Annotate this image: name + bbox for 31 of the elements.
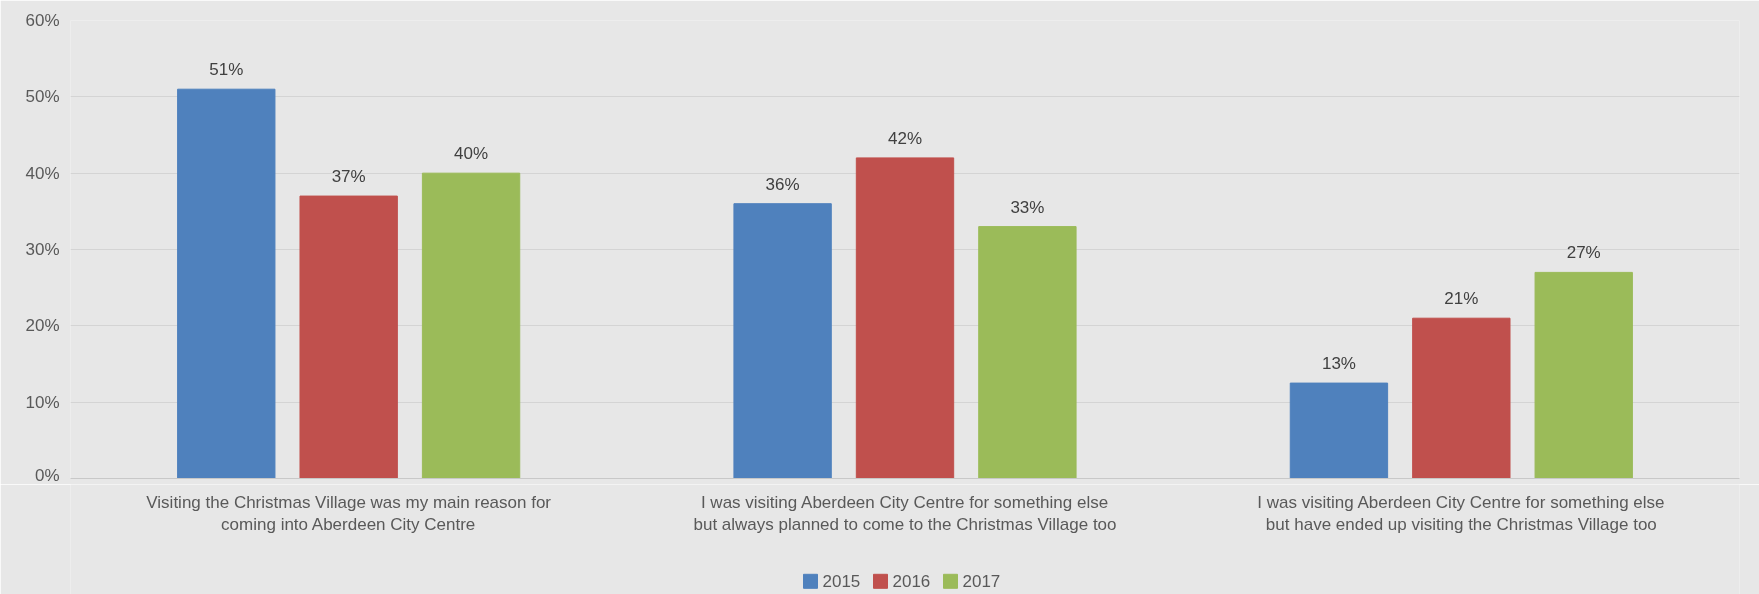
data-label: 33% [1010,197,1045,217]
bar [733,203,832,479]
x-tick-label: I was visiting Aberdeen City Centre for something else but always planned to come to the Christmas Village too [693,493,1117,534]
y-tick-label: 20% [25,316,60,336]
y-tick-label: 50% [25,87,60,107]
data-label: 42% [887,128,923,148]
legend-label: 2016 [892,572,931,592]
data-label: 37% [331,167,366,187]
data-label: 21% [1444,289,1479,309]
data-label: 40% [454,144,489,164]
bar [299,195,398,479]
data-label: 51% [209,60,244,80]
bar [1534,271,1633,479]
y-tick-label: 0% [34,465,60,485]
y-tick-label: 10% [25,392,60,412]
bar [978,226,1077,479]
legend-label: 2015 [822,572,861,592]
legend-label: 2017 [962,572,1001,592]
y-tick-label: 30% [25,240,60,259]
data-label: 13% [1321,354,1356,374]
bar [177,88,276,479]
bar [1412,317,1511,479]
data-label: 27% [1566,243,1601,263]
bar [421,172,521,479]
y-tick-label: 60% [25,11,60,30]
data-label: 36% [765,174,800,194]
x-tick-label: Visiting the Christmas Village was my main reason for coming into Aberdeen City Centre [146,493,552,534]
bar [855,157,955,479]
y-tick-label: 40% [25,163,60,183]
x-tick-label: I was visiting Aberdeen City Centre for something else but have ended up visiting the Christmas Village too [1257,493,1665,534]
bar [1289,382,1389,479]
